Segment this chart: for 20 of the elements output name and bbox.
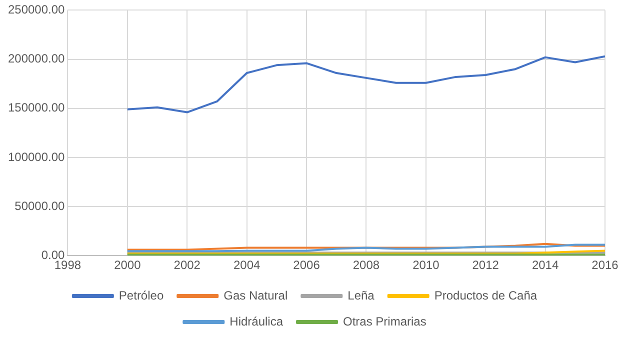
y-tick-label: 200000.00 bbox=[8, 52, 66, 66]
legend-label: Productos de Caña bbox=[434, 288, 538, 302]
x-tick-label: 2006 bbox=[293, 258, 320, 272]
x-tick-label: 2000 bbox=[114, 258, 142, 272]
x-tick-label: 2002 bbox=[174, 258, 201, 272]
legend-label: Otras Primarias bbox=[343, 314, 426, 328]
x-tick-label: 2008 bbox=[352, 258, 380, 272]
y-tick-label: 50000.00 bbox=[14, 198, 66, 213]
x-tick-label: 2010 bbox=[412, 258, 440, 272]
legend-label: Gas Natural bbox=[224, 288, 288, 302]
y-tick-label: 150000.00 bbox=[8, 100, 66, 115]
x-tick-label: 2012 bbox=[472, 258, 500, 272]
y-tick-label: 250000.00 bbox=[8, 2, 66, 17]
legend-label: Leña bbox=[348, 288, 375, 302]
x-tick-label: 2004 bbox=[233, 258, 260, 272]
legend-label: Hidráulica bbox=[230, 314, 284, 328]
x-tick-label: 2016 bbox=[592, 258, 619, 272]
x-tick-label: 2014 bbox=[532, 258, 559, 272]
y-tick-label: 100000.00 bbox=[8, 150, 66, 164]
legend-label: Petróleo bbox=[118, 288, 164, 302]
